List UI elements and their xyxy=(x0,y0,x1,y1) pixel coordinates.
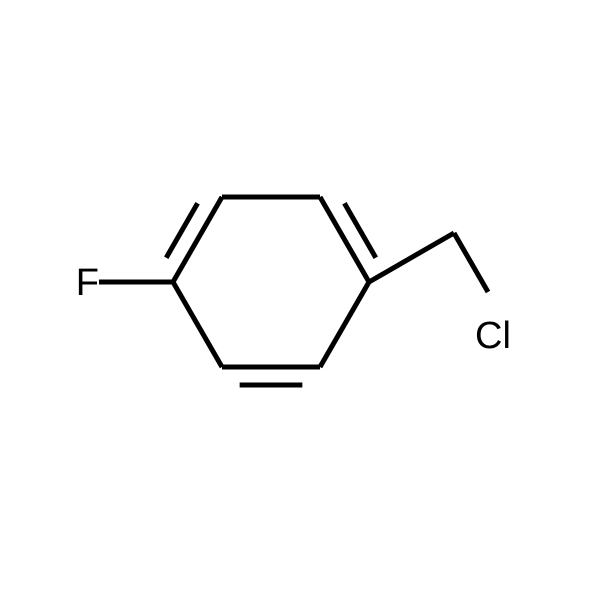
molecule-diagram: F Cl xyxy=(0,0,600,600)
bond-line xyxy=(173,282,222,367)
atom-label-cl: Cl xyxy=(475,315,511,357)
bond-line xyxy=(369,233,454,282)
bond-line xyxy=(320,282,369,367)
bond-line xyxy=(320,197,369,282)
bond-line xyxy=(173,197,222,282)
bond-line xyxy=(454,233,488,292)
atom-label-f: F xyxy=(76,262,99,304)
